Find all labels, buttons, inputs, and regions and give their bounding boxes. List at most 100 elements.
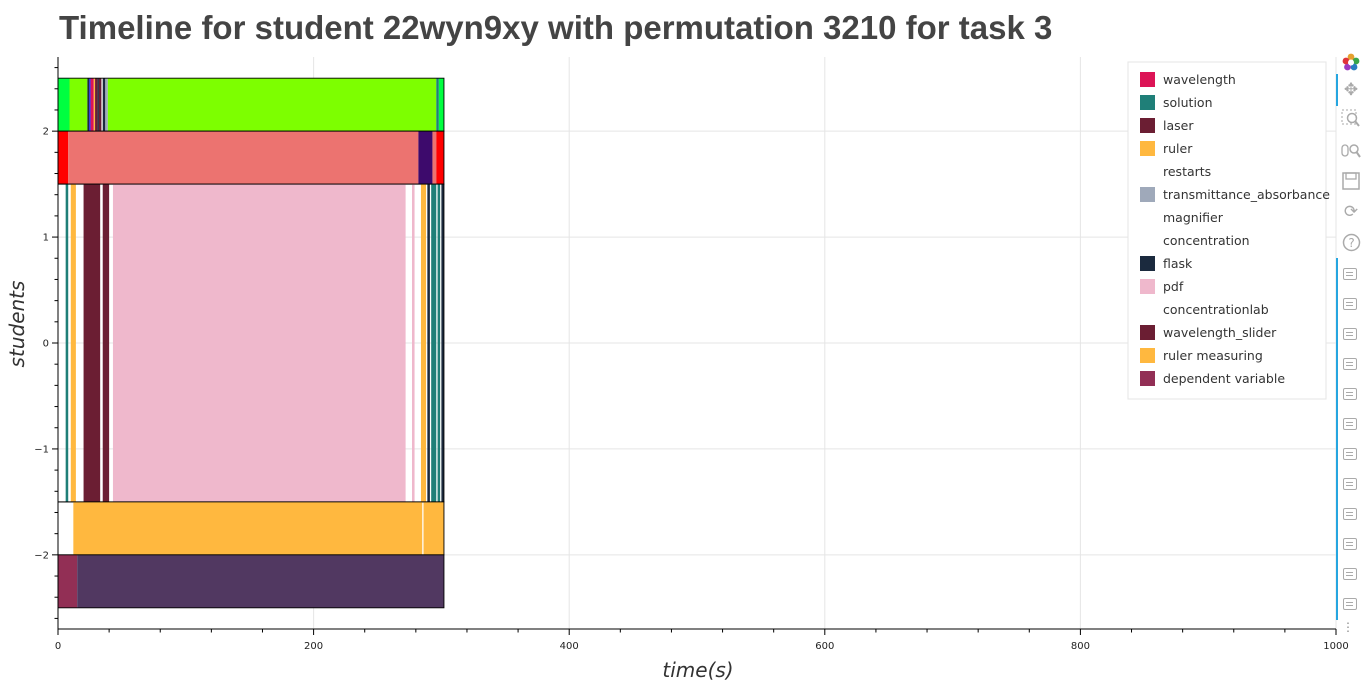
legend-swatch xyxy=(1140,256,1155,271)
timeline-row xyxy=(57,77,445,132)
legend-label: transmittance_absorbance xyxy=(1163,187,1330,202)
y-tick-label: 0 xyxy=(43,339,49,350)
timeline-segment xyxy=(69,78,88,132)
legend-item: magnifier xyxy=(1163,210,1224,225)
legend-item: concentration xyxy=(1163,233,1250,248)
legend-item: laser xyxy=(1140,118,1194,133)
legend: wavelength solution laser ruler restarts tran… xyxy=(1127,61,1330,400)
timeline-segment xyxy=(90,78,94,132)
comment-icon[interactable] xyxy=(1343,328,1357,340)
wheel-zoom-icon[interactable] xyxy=(1340,140,1362,162)
save-icon[interactable] xyxy=(1340,170,1362,192)
timeline-segment xyxy=(427,184,430,502)
bokeh-logo-icon[interactable] xyxy=(1340,51,1362,73)
timeline-segment xyxy=(70,184,76,502)
timeline-segment xyxy=(58,554,78,608)
timeline-segment xyxy=(98,78,102,132)
x-axis-label: time(s) xyxy=(662,658,733,682)
y-tick-label: 1 xyxy=(43,233,49,244)
pan-icon[interactable]: ✥ xyxy=(1343,80,1359,100)
reset-icon[interactable]: ⟳ xyxy=(1343,202,1359,222)
more-tools-icon[interactable]: ⋮ xyxy=(1342,620,1354,634)
timeline-segment xyxy=(95,78,98,132)
legend-item: wavelength xyxy=(1140,72,1236,87)
comment-icon[interactable] xyxy=(1343,298,1357,310)
timeline-segment xyxy=(73,501,423,555)
timeline-segment xyxy=(412,184,415,502)
legend-box xyxy=(1127,61,1327,400)
timeline-segment xyxy=(77,554,444,608)
timeline-row xyxy=(57,130,445,185)
comment-icon[interactable] xyxy=(1343,388,1357,400)
legend-label: wavelength_slider xyxy=(1163,325,1277,340)
timeline-segment xyxy=(112,184,406,502)
comment-icon[interactable] xyxy=(1343,448,1357,460)
timeline-row xyxy=(57,183,445,503)
timeline-segment xyxy=(101,78,103,132)
legend-label: ruler xyxy=(1163,141,1193,156)
timeline-segment xyxy=(93,78,96,132)
legend-swatch xyxy=(1140,348,1155,363)
timeline-segment xyxy=(423,501,444,555)
legend-label: restarts xyxy=(1163,164,1211,179)
comment-icon[interactable] xyxy=(1343,568,1357,580)
x-tick-label: 0 xyxy=(55,641,61,652)
legend-swatch xyxy=(1140,325,1155,340)
timeline-segment xyxy=(102,78,106,132)
legend-label: magnifier xyxy=(1163,210,1224,225)
legend-label: ruler measuring xyxy=(1163,348,1263,363)
timeline-segment xyxy=(97,78,99,132)
timeline-segment xyxy=(102,184,110,502)
timeline-row xyxy=(57,501,445,556)
legend-swatch xyxy=(1140,279,1155,294)
legend-item: restarts xyxy=(1163,164,1211,179)
timeline-segment xyxy=(418,131,433,185)
timeline-segment xyxy=(437,184,441,502)
plot-toolbar: ✥ ⟳ ? ⋮ xyxy=(1336,48,1366,638)
legend-label: concentration xyxy=(1163,233,1250,248)
x-tick-label: 1000 xyxy=(1323,641,1348,652)
timeline-segment xyxy=(441,184,444,502)
timeline-segment xyxy=(65,184,69,502)
y-tick-label: 2 xyxy=(43,127,49,138)
legend-item: wavelength_slider xyxy=(1140,325,1277,340)
timeline-segment xyxy=(438,78,444,132)
timeline-segment xyxy=(420,184,427,502)
comment-icon[interactable] xyxy=(1343,538,1357,550)
y-tick-label: −2 xyxy=(34,550,49,561)
timeline-segment xyxy=(436,131,444,185)
legend-label: pdf xyxy=(1163,279,1184,294)
legend-swatch xyxy=(1140,187,1155,202)
comment-icon[interactable] xyxy=(1343,508,1357,520)
legend-swatch xyxy=(1140,371,1155,386)
x-tick-label: 800 xyxy=(1071,641,1090,652)
help-icon[interactable]: ? xyxy=(1340,231,1362,253)
comment-icon[interactable] xyxy=(1343,268,1357,280)
timeline-segment xyxy=(431,184,437,502)
legend-swatch xyxy=(1140,95,1155,110)
legend-item: dependent variable xyxy=(1140,371,1285,386)
x-tick-label: 200 xyxy=(304,641,323,652)
timeline-segment xyxy=(58,131,69,185)
y-tick-label: −1 xyxy=(34,444,49,455)
active-tool-indicator-lower xyxy=(1336,258,1338,620)
legend-item: pdf xyxy=(1140,279,1184,294)
legend-label: laser xyxy=(1163,118,1194,133)
active-tool-indicator xyxy=(1336,74,1338,106)
timeline-segment xyxy=(107,78,437,132)
legend-swatch xyxy=(1140,118,1155,133)
timeline-segment xyxy=(89,78,91,132)
legend-swatch xyxy=(1140,141,1155,156)
comment-icon[interactable] xyxy=(1343,598,1357,610)
legend-item: concentrationlab xyxy=(1163,302,1269,317)
x-tick-label: 400 xyxy=(560,641,579,652)
legend-swatch xyxy=(1140,72,1155,87)
box-zoom-icon[interactable] xyxy=(1340,108,1362,130)
timeline-segment xyxy=(105,78,108,132)
comment-icon[interactable] xyxy=(1343,418,1357,430)
legend-label: flask xyxy=(1163,256,1193,271)
timeline-rows xyxy=(57,77,445,609)
comment-icon[interactable] xyxy=(1343,478,1357,490)
comment-icon[interactable] xyxy=(1343,358,1357,370)
